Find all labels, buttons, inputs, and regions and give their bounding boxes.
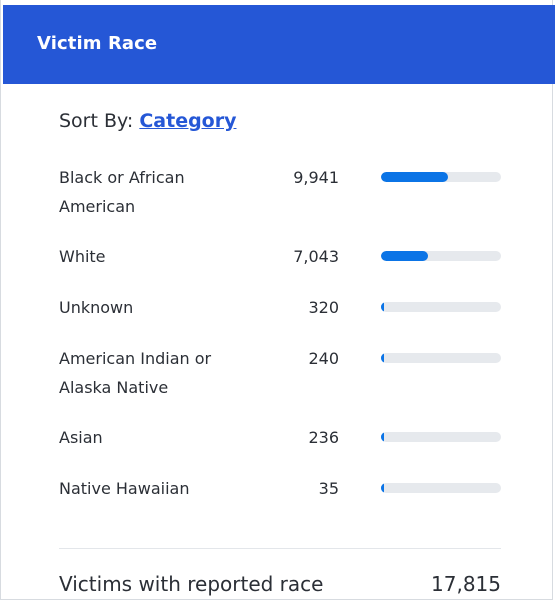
race-count: 35 — [318, 479, 339, 498]
sort-prefix: Sort By: — [59, 110, 134, 132]
race-count: 9,941 — [293, 168, 339, 187]
bar-fill — [381, 353, 384, 363]
bar-fill — [381, 483, 384, 493]
bar-fill — [381, 251, 428, 261]
sort-category-link[interactable]: Category — [139, 110, 237, 132]
divider — [59, 548, 501, 549]
bar-track — [381, 353, 501, 363]
race-count: 236 — [308, 428, 339, 447]
bar-track — [381, 251, 501, 261]
bar-track — [381, 172, 501, 182]
race-label: White — [59, 247, 106, 266]
card-header: Victim Race — [3, 5, 555, 84]
bar-fill — [381, 172, 448, 182]
total-value: 17,815 — [431, 572, 501, 596]
bar-track — [381, 432, 501, 442]
sort-control: Sort By: Category — [59, 110, 237, 132]
bar-track — [381, 483, 501, 493]
total-label: Victims with reported race — [59, 572, 324, 596]
race-count: 320 — [308, 298, 339, 317]
card-title: Victim Race — [37, 33, 158, 54]
race-label: Unknown — [59, 298, 134, 317]
race-count: 240 — [308, 349, 339, 368]
race-label: Native Hawaiian — [59, 479, 190, 498]
race-label: Asian — [59, 428, 103, 447]
race-label: Black or African American — [59, 168, 185, 216]
race-count: 7,043 — [293, 247, 339, 266]
race-label: American Indian or Alaska Native — [59, 349, 212, 397]
bar-fill — [381, 302, 384, 312]
bar-fill — [381, 432, 384, 442]
bar-track — [381, 302, 501, 312]
